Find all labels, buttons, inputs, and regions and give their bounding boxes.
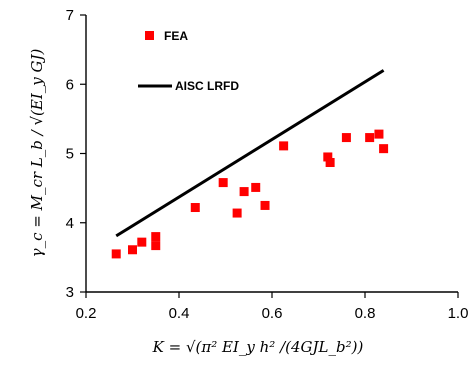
x-axis-label: K = √(π² EI_y h² /(4GJL_b²)) <box>152 338 364 356</box>
fea-point <box>325 158 335 168</box>
legend-label-aisc-lrfd: AISC LRFD <box>175 79 239 93</box>
plot-frame <box>85 15 458 293</box>
x-tick-label: 0.4 <box>169 305 190 322</box>
y-tick-label: 4 <box>66 215 74 232</box>
y-tick-label: 3 <box>66 284 74 301</box>
x-ticks: 0.2 0.4 0.6 0.8 1.0 <box>76 292 469 322</box>
series-layer <box>111 69 389 259</box>
fea-point <box>190 203 200 213</box>
y-tick-label: 5 <box>66 146 74 163</box>
aisc-lrfd-line <box>115 69 385 238</box>
x-tick-label: 0.6 <box>262 305 283 322</box>
y-ticks: 3 4 5 6 7 <box>66 7 86 301</box>
fea-point <box>251 182 261 192</box>
y-axis-label: γ_c = M_cr L_b / √(EI_y GJ) <box>28 49 46 258</box>
fea-point <box>151 241 161 251</box>
y-tick-label: 6 <box>66 76 74 93</box>
x-tick-label: 0.8 <box>355 305 376 322</box>
x-tick-label: 0.2 <box>76 305 97 322</box>
legend-marker-fea <box>145 31 154 40</box>
fea-point <box>137 237 147 247</box>
fea-point <box>151 232 161 242</box>
fea-point <box>374 129 384 139</box>
legend: FEA AISC LRFD <box>138 29 239 93</box>
fea-point <box>218 178 228 188</box>
fea-point <box>323 152 333 162</box>
fea-point <box>239 187 249 197</box>
fea-point <box>379 144 389 154</box>
legend-label-fea: FEA <box>164 29 188 43</box>
fea-point <box>365 133 375 143</box>
x-tick-label: 1.0 <box>448 305 469 322</box>
fea-point <box>279 141 289 151</box>
fea-point <box>341 133 351 143</box>
fea-point <box>232 208 242 218</box>
fea-point <box>128 245 137 255</box>
fea-point <box>111 249 121 259</box>
fea-point <box>260 200 270 210</box>
y-tick-label: 7 <box>66 7 74 24</box>
